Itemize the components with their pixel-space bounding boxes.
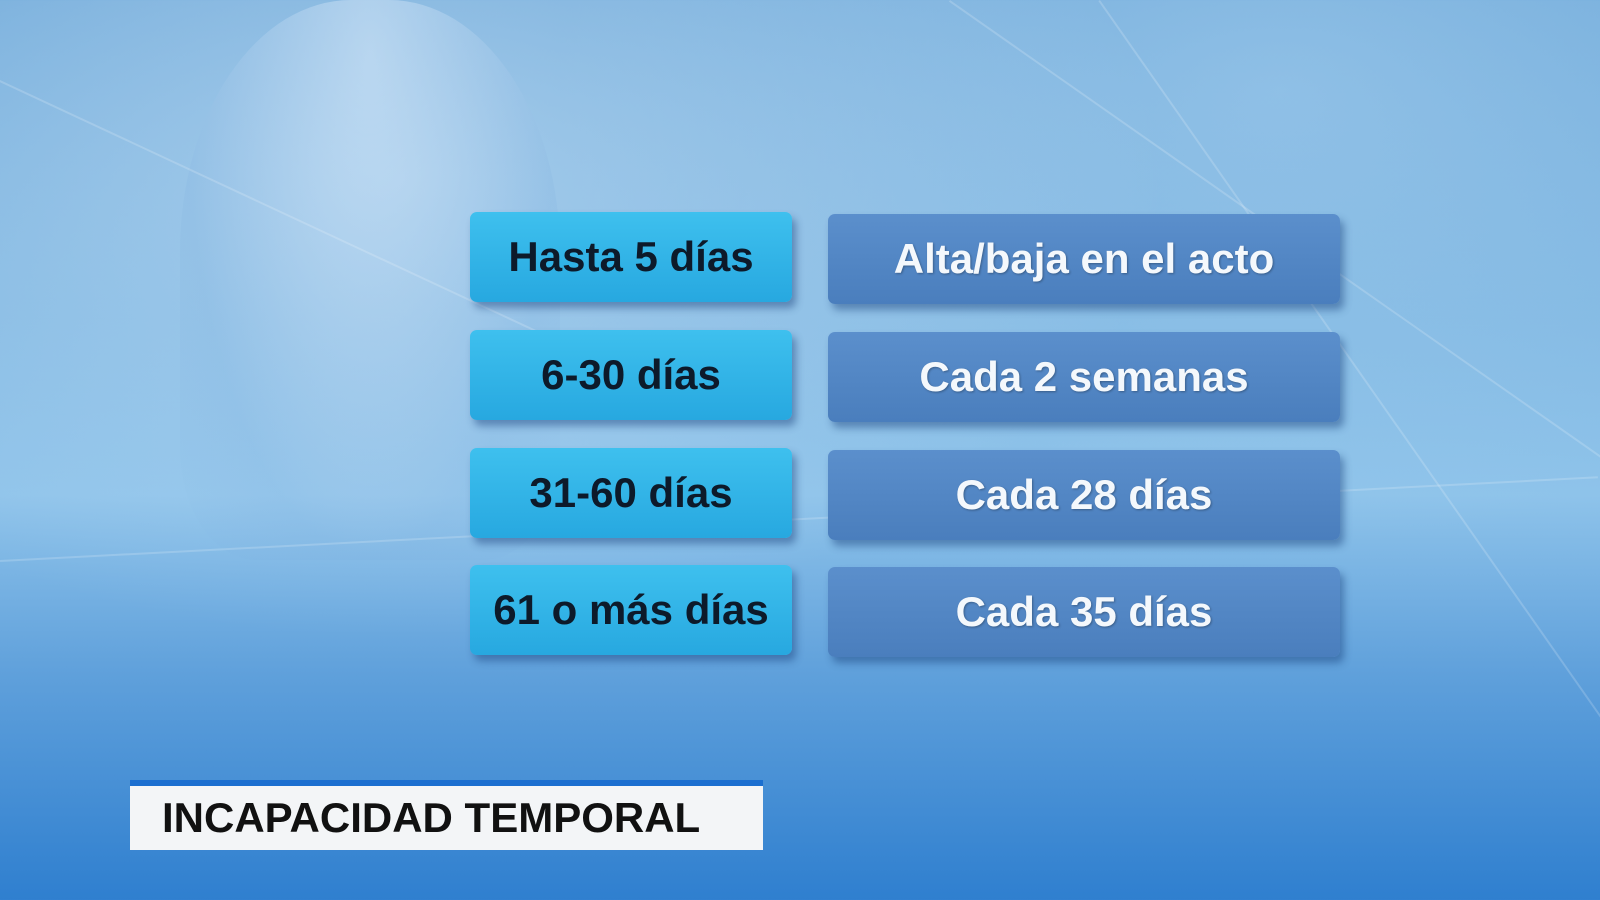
frequency-box: Cada 2 semanas	[828, 332, 1340, 422]
period-box: 61 o más días	[470, 565, 792, 655]
period-box: 31-60 días	[470, 448, 792, 538]
frequency-box: Alta/baja en el acto	[828, 214, 1340, 304]
period-box: 6-30 días	[470, 330, 792, 420]
period-box: Hasta 5 días	[470, 212, 792, 302]
caption-bar: INCAPACIDAD TEMPORAL	[130, 780, 763, 850]
caption-text: INCAPACIDAD TEMPORAL	[162, 794, 701, 841]
frequency-box: Cada 35 días	[828, 567, 1340, 657]
frequency-box: Cada 28 días	[828, 450, 1340, 540]
